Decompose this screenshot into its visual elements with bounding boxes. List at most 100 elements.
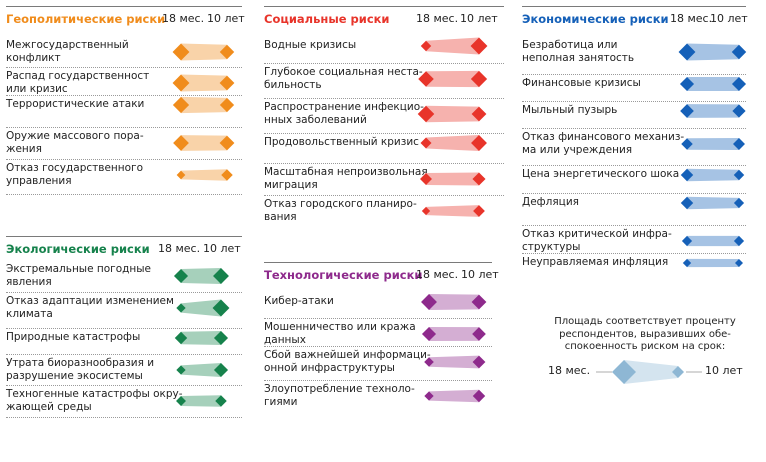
risk-label-line: или кризис <box>6 83 68 95</box>
risk-10-year-diamond <box>733 235 745 247</box>
risk-10-year-diamond <box>219 75 235 91</box>
risk-row: Отказ адаптации изменением климата <box>6 295 242 329</box>
risk-label-line: вания <box>264 211 297 223</box>
risk-band <box>429 389 479 403</box>
risk-glyph <box>417 105 487 123</box>
risk-18-month-diamond <box>420 137 432 149</box>
risk-18-month-diamond <box>173 135 189 151</box>
risk-label-line: Межгосударственный <box>6 39 129 51</box>
risk-row: Распространение инфекцио-нных заболевани… <box>264 101 504 134</box>
risk-row: Продовольственный кризис <box>264 135 504 164</box>
risk-label-line: Водные кризисы <box>264 39 357 51</box>
risk-glyph <box>173 135 235 151</box>
risk-label: Распространение инфекцио-нных заболевани… <box>264 101 424 127</box>
column-header-10-years: 10 лет <box>203 242 241 255</box>
risk-row: Мошенничество или кража данных <box>264 321 492 347</box>
risk-label-line: управления <box>6 175 72 187</box>
column-header-18-months: 18 мес. <box>416 12 459 25</box>
risk-10-year-diamond <box>219 97 235 113</box>
legend-note-line-1: Площадь соответствует проценту <box>554 316 736 327</box>
risk-label: Финансовые кризисы <box>522 77 641 90</box>
panel-title: Технологические риски <box>264 268 423 282</box>
legend-note-line-3: спокоенность риском на срок: <box>564 341 726 352</box>
risk-row: Злоупотребление техноло-гиями <box>264 383 492 409</box>
risk-glyph <box>680 168 745 182</box>
risk-label: Глубокое социальная неста-бильность <box>264 66 423 92</box>
risk-row: Мыльный пузырь <box>522 104 746 130</box>
legend-glyph <box>596 360 702 384</box>
risk-band <box>181 43 227 61</box>
risk-label: Отказ критической инфра-структуры <box>522 228 672 254</box>
risk-glyph <box>682 258 743 268</box>
risk-row: Неуправляемая инфляция <box>522 256 746 282</box>
row-divider <box>522 225 746 226</box>
risk-label-line: Экстремальные погодные <box>6 263 152 275</box>
risk-label-line: Отказ государственного <box>6 162 143 174</box>
row-divider <box>6 159 242 160</box>
risk-band <box>426 205 479 217</box>
risk-18-month-diamond <box>173 268 189 284</box>
risk-label-line: конфликт <box>6 52 61 64</box>
risk-band <box>429 326 479 342</box>
row-divider <box>264 346 492 347</box>
risk-label-line: Утрата биоразнообразия и <box>6 357 155 369</box>
risk-label: Дефляция <box>522 196 579 209</box>
row-divider <box>522 74 746 75</box>
row-divider <box>6 385 242 386</box>
row-divider <box>264 133 504 134</box>
risk-18-month-diamond <box>424 357 434 367</box>
risk-10-year-diamond <box>472 327 486 341</box>
risk-18-month-diamond <box>421 206 431 216</box>
risk-10-year-diamond <box>733 197 745 209</box>
risk-10-year-diamond <box>471 294 487 310</box>
risk-label-line: Кибер-атаки <box>264 295 334 307</box>
risk-band <box>687 138 739 150</box>
row-divider <box>6 95 242 96</box>
risk-label-line: ма или учреждения <box>522 144 633 156</box>
risk-10-year-diamond <box>470 70 488 88</box>
risk-glyph <box>176 395 227 407</box>
column-header-10-years: 10 лет <box>460 12 498 25</box>
risk-label: Масштабная непроизвольная миграция <box>264 166 428 192</box>
risk-glyph <box>420 172 486 186</box>
risk-label-line: Дефляция <box>522 196 579 208</box>
column-header-10-years: 10 лет <box>710 12 748 25</box>
row-divider <box>522 101 746 102</box>
risk-10-year-diamond <box>472 355 486 369</box>
column-header-18-months: 18 мес. <box>158 242 201 255</box>
risk-label: Отказ городского планиро-вания <box>264 198 417 224</box>
risk-band <box>426 135 479 151</box>
risk-18-month-diamond <box>680 196 694 210</box>
risk-row: Цена энергетического шока <box>522 168 746 194</box>
panel-header: Геополитические риски 18 мес. 10 лет <box>6 6 245 29</box>
risk-label-line: Финансовые кризисы <box>522 77 641 89</box>
risk-18-month-diamond <box>682 258 692 268</box>
risk-band <box>687 258 739 268</box>
row-divider <box>6 67 242 68</box>
risk-label-line: Цена энергетического шока <box>522 168 680 180</box>
column-header-18-months: 18 мес. <box>670 12 713 25</box>
risk-label: Межгосударственный конфликт <box>6 39 129 65</box>
risk-label-line: Отказ финансового механиз- <box>522 131 685 143</box>
risk-18-month-diamond <box>424 391 434 401</box>
risk-band <box>181 268 221 284</box>
risk-10-year-diamond <box>213 330 229 346</box>
row-divider <box>264 380 492 381</box>
risk-glyph <box>173 268 229 284</box>
panel-header: Экономические риски 18 мес. 10 лет <box>522 6 748 29</box>
risk-10-year-diamond <box>735 259 743 267</box>
risk-glyph <box>681 138 745 150</box>
risk-row: Глубокое социальная неста-бильность <box>264 66 504 99</box>
risk-18-month-diamond <box>172 74 190 92</box>
risk-band <box>181 299 221 317</box>
risk-label: Неуправляемая инфляция <box>522 256 668 269</box>
risk-label: Отказ финансового механиз-ма или учрежде… <box>522 131 684 157</box>
risk-band <box>181 169 227 181</box>
risk-glyph <box>680 196 745 210</box>
risk-label: Кибер-атаки <box>264 295 334 308</box>
panel-end-divider <box>6 417 242 418</box>
risk-glyph <box>680 104 746 118</box>
risk-18-month-diamond <box>421 326 437 342</box>
risk-label-line: неполная занятость <box>522 52 635 64</box>
risk-band <box>426 37 479 55</box>
